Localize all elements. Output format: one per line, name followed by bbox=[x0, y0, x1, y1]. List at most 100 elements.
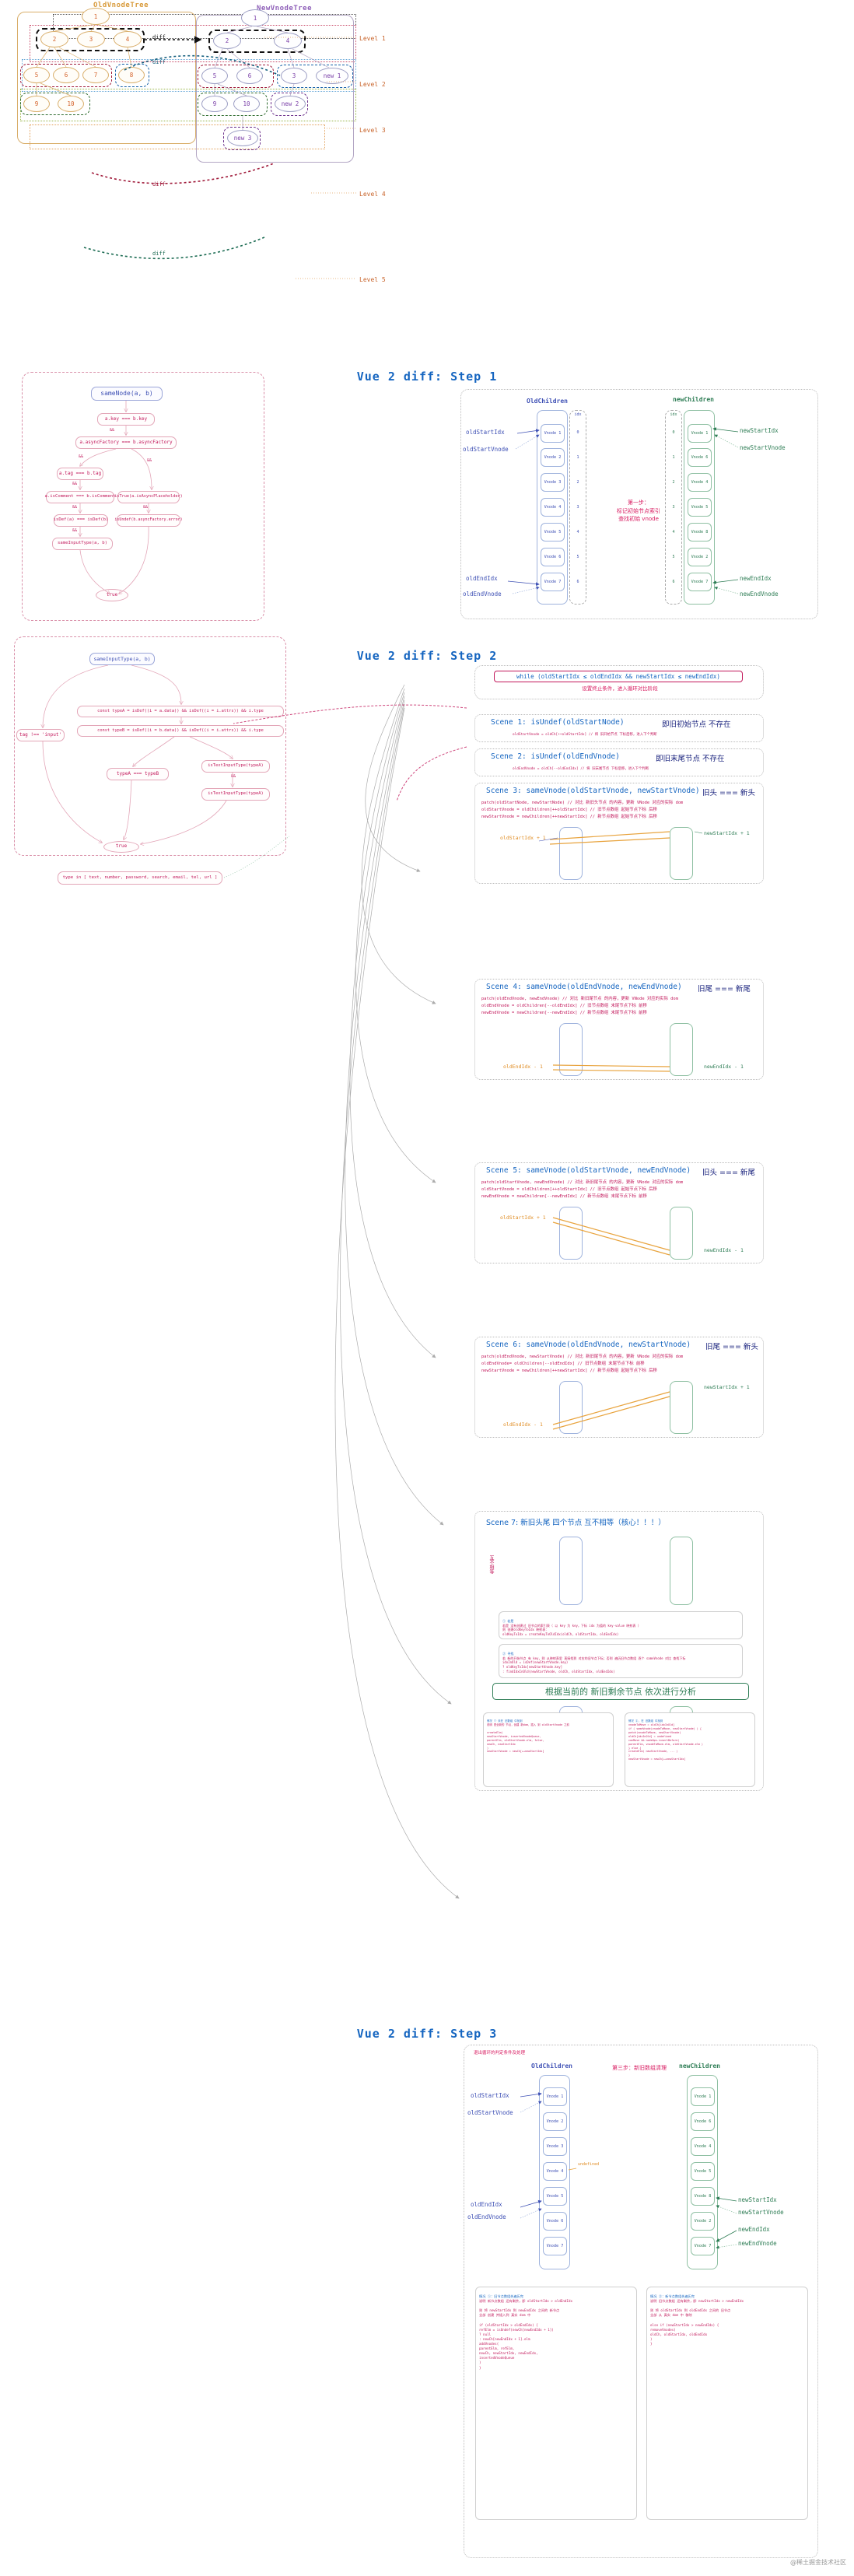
new-node-l3-3: new 1 bbox=[316, 68, 348, 84]
new-node-l3-1: 6 bbox=[236, 68, 263, 84]
scene-2-code: oldEndVnode = oldCh[--oldEndIdx] // 将 旧末… bbox=[513, 767, 649, 771]
step3-note-right-title: 情况 ②：新节点数组先遍历完 bbox=[650, 2294, 695, 2299]
step3-ptr-new-start-vnode: newStartVnode bbox=[738, 2209, 784, 2216]
old-node-l1-0: 1 bbox=[82, 8, 110, 25]
scene-7-note-4: 情况 ②, 在 旧数组 中找到 vnodeToMove = oldCh[idxI… bbox=[625, 1712, 755, 1787]
step3-ptr-old-start-idx: oldStartIdx bbox=[471, 2092, 509, 2099]
level-label-2: Level 2 bbox=[359, 81, 386, 88]
scene-5-new-col bbox=[670, 1207, 693, 1260]
new-node-l3-0: 5 bbox=[201, 68, 228, 84]
step1-ptr-old-end-idx: oldEndIdx bbox=[466, 575, 498, 582]
scene-6-head: Scene 6: sameVnode(oldEndVnode, newStart… bbox=[486, 1341, 691, 1349]
scene-6-line-0: patch(oldEndVnode, newStartVnode) // 对比 … bbox=[481, 1355, 684, 1359]
flow2-connectors bbox=[15, 664, 287, 857]
step2-while-note: 设置终止条件，进入循环对比阶段 bbox=[582, 685, 658, 692]
scene-7-note-1-title: ① 若是 bbox=[502, 1618, 514, 1623]
step1-old-idx-6: 6 bbox=[576, 580, 579, 584]
flow1-and-7: && bbox=[143, 505, 149, 510]
scene-7-banner: 根据当前的 新旧剩余节点 依次进行分析 bbox=[492, 1683, 749, 1700]
step3-note-left-title: 情况 ①：旧节点数组先遍历完 bbox=[479, 2294, 523, 2299]
scene-3-head-cn: 旧头 === 新头 bbox=[702, 789, 755, 797]
flow1-node-true: true bbox=[96, 589, 128, 601]
step3-title: Vue 2 diff: Step 3 bbox=[356, 2027, 498, 2041]
step1-old-col-title: OldChildren bbox=[527, 398, 568, 405]
step1-ptr-old-end-vnode: oldEndVnode bbox=[463, 591, 502, 598]
step1-old-vnode-3: Vnode 4 bbox=[541, 498, 565, 517]
step2-while-panel: while (oldStartIdx ≤ oldEndIdx && newSta… bbox=[474, 665, 764, 699]
flow2-node-istextinputtype-a: isTextInputType(typeA) bbox=[201, 760, 270, 773]
step3-undefined-tag: undefined bbox=[578, 2162, 600, 2167]
scene-3-old-tag: oldStartIdx + 1 bbox=[500, 835, 546, 841]
scene-7-note-2-title: ② 寻找 bbox=[502, 1651, 514, 1656]
step3-old-vnode-3: Vnode 4 bbox=[543, 2162, 567, 2181]
scene-3-line-1: oldStartVnode = oldChildren[++oldStartId… bbox=[481, 808, 657, 812]
flow1-and-3: && bbox=[147, 458, 152, 463]
scene-4-line-0: patch(oldEndVnode, newEndVnode) // 对比 新旧… bbox=[481, 997, 678, 1001]
step3-ptr-new-start-idx: newStartIdx bbox=[738, 2196, 777, 2203]
step1-new-idx-2: 2 bbox=[672, 480, 675, 485]
step1-new-vnode-3: Vnode 5 bbox=[688, 498, 712, 517]
scene-3-box: Scene 3: sameVnode(oldStartVnode, newSta… bbox=[474, 783, 764, 884]
step1-old-vnode-4: Vnode 5 bbox=[541, 523, 565, 541]
level-label-5: Level 5 bbox=[359, 276, 386, 283]
scene-4-old-tag: oldEndIdx - 1 bbox=[503, 1064, 543, 1070]
step1-old-idx-header: idx bbox=[574, 412, 582, 417]
step1-new-vnode-1: Vnode 6 bbox=[688, 448, 712, 467]
step1-ptr-new-start-idx: newStartIdx bbox=[740, 427, 779, 434]
step1-new-idx-0: 0 bbox=[672, 430, 675, 435]
flow2-node-true: true bbox=[103, 841, 139, 853]
scene-7-box: Scene 7: 新旧头尾 四个节点 互不相等（核心！！！） 互不相等 ① 若是… bbox=[474, 1511, 764, 1791]
flow2-node-istextinputtype-b: isTextInputType(typeA) bbox=[201, 788, 270, 801]
scene-2-head: Scene 2: isUndef(oldEndVnode) bbox=[491, 752, 620, 761]
flow1-and-1: && bbox=[110, 428, 115, 433]
new-group-level5 bbox=[223, 127, 261, 150]
scene-4-line-2: newEndVnode = newChildren[--newEndIdx] /… bbox=[481, 1011, 647, 1015]
scene-6-line-2: newStartVnode = newChildren[++newStartId… bbox=[481, 1369, 657, 1373]
step3-ptr-old-end-vnode: oldEndVnode bbox=[467, 2213, 506, 2220]
step1-old-idx-3: 3 bbox=[576, 505, 579, 510]
scene-7-note-1-body: 若是 没有创建过 旧节点的索引表（ 以 key 为 key，下标 idx 为值的… bbox=[502, 1623, 641, 1637]
step1-new-vnode-5: Vnode 2 bbox=[688, 548, 712, 566]
step1-new-idx-column bbox=[665, 410, 682, 605]
diff-label-level3: diff bbox=[152, 59, 166, 65]
scene-5-old-col bbox=[559, 1207, 583, 1260]
step1-new-vnode-6: Vnode 7 bbox=[688, 573, 712, 591]
scene-5-head: Scene 5: sameVnode(oldStartVnode, newEnd… bbox=[486, 1166, 691, 1175]
step2-while-condition: while (oldStartIdx ≤ oldEndIdx && newSta… bbox=[494, 671, 743, 682]
flow1-node-isundef-error: isUndef(b.asyncFactory.error) bbox=[114, 514, 183, 527]
scene-1-head: Scene 1: isUndef(oldStartNode) bbox=[491, 718, 625, 727]
step3-new-vnode-5: Vnode 2 bbox=[691, 2212, 715, 2231]
scene-5-head-cn: 旧头 === 新尾 bbox=[702, 1169, 755, 1177]
step1-new-col-title: newChildren bbox=[673, 396, 714, 403]
flow2-node-tag-input: tag !== 'input' bbox=[16, 729, 65, 741]
new-node-l4-0: 9 bbox=[201, 96, 228, 112]
step3-note-right: 情况 ②：新节点数组先遍历完 说明 旧节点数组 还有剩余，即 newStartI… bbox=[646, 2287, 808, 2520]
step1-new-idx-header: idx bbox=[670, 412, 677, 417]
step3-new-vnode-3: Vnode 5 bbox=[691, 2162, 715, 2181]
level-band-5 bbox=[30, 124, 325, 149]
new-node-l3-2: 3 bbox=[281, 68, 307, 84]
flow1-node-key: a.key === b.key bbox=[97, 413, 155, 426]
step3-old-vnode-6: Vnode 7 bbox=[543, 2237, 567, 2255]
scene-1-code: oldStartVnode = oldCh[++oldStartIdx] // … bbox=[513, 733, 657, 737]
step1-new-idx-4: 4 bbox=[672, 530, 675, 534]
step3-ptr-old-start-vnode: oldStartVnode bbox=[467, 2109, 513, 2116]
flow2-entry: sameInputType(a, b) bbox=[89, 653, 155, 665]
old-vnode-tree-title: OldVnodeTree bbox=[93, 2, 149, 9]
flow1-node-sameinputtype: sameInputType(a, b) bbox=[52, 538, 113, 550]
scene-3-new-tag: newStartIdx + 1 bbox=[704, 830, 750, 836]
new-node-l4-2: new 2 bbox=[275, 96, 306, 112]
step1-new-idx-6: 6 bbox=[672, 580, 675, 584]
old-node-l3-3: 8 bbox=[118, 67, 145, 83]
scene-7-vertical-label: 互不相等 bbox=[488, 1555, 494, 1574]
level-label-4: Level 4 bbox=[359, 191, 386, 198]
scene-6-line-1: oldEndVnode= oldChildren[--oldEndIdx] //… bbox=[481, 1362, 645, 1366]
old-node-l4-1: 10 bbox=[58, 96, 84, 112]
scene-7-note-4-title: 情况 ②, 在 旧数组 中找到 bbox=[628, 1719, 663, 1723]
scene-4-head-cn: 旧尾 === 新尾 bbox=[698, 985, 751, 994]
flow1-and-2: && bbox=[79, 454, 84, 459]
step1-new-column bbox=[684, 410, 715, 605]
step3-ptr-new-end-vnode: newEndVnode bbox=[738, 2240, 777, 2247]
step1-new-idx-1: 1 bbox=[672, 455, 675, 460]
old-node-l3-0: 5 bbox=[23, 67, 50, 83]
